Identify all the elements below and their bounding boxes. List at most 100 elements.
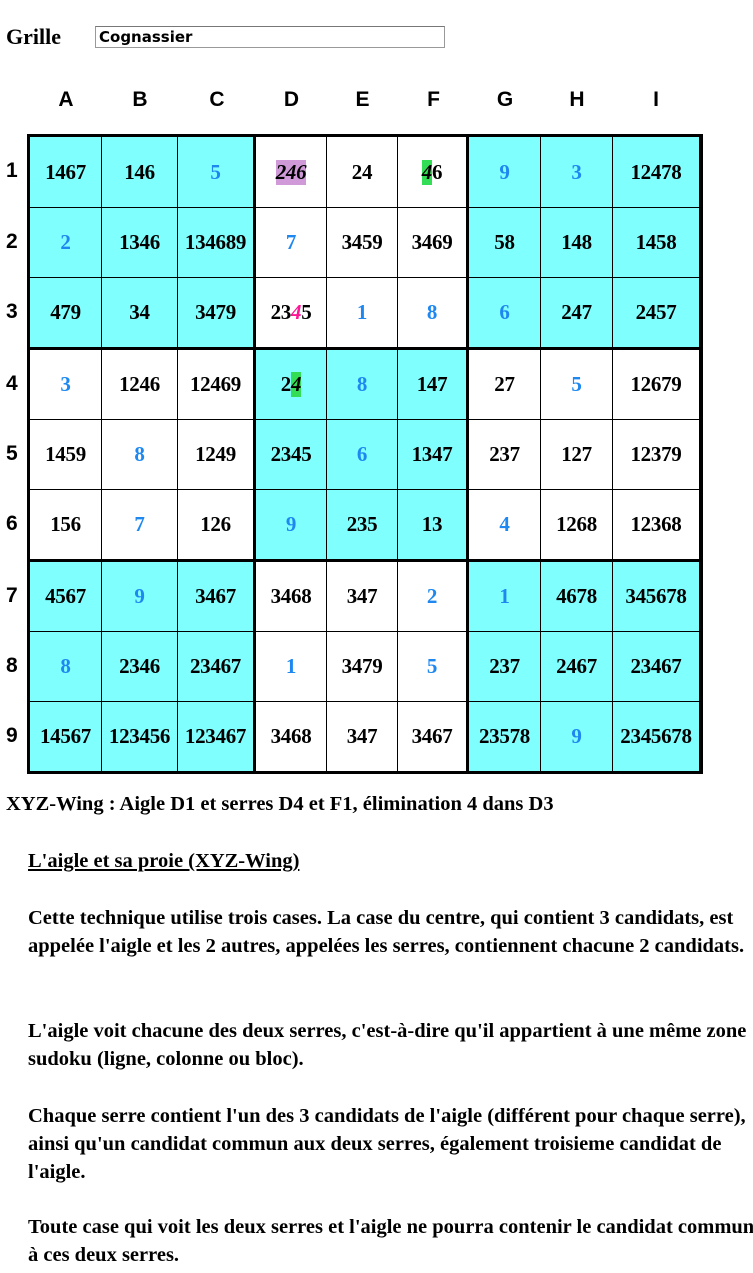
cell-E1[interactable]: 24 [327, 137, 397, 207]
cell-I5[interactable]: 12379 [613, 420, 699, 489]
cell-A3[interactable]: 479 [30, 278, 101, 347]
cell-E6[interactable]: 235 [327, 490, 397, 559]
explanation-paragraph: L'aigle voit chacune des deux serres, c'… [28, 1020, 747, 1070]
explanation-paragraph: Toute case qui voit les deux serres et l… [28, 1216, 753, 1266]
cell-H3[interactable]: 247 [541, 278, 612, 347]
grid-name-input[interactable] [95, 26, 445, 48]
column-header-D: D [283, 88, 300, 111]
cell-B2[interactable]: 1346 [102, 208, 177, 277]
cell-F4[interactable]: 147 [398, 350, 466, 419]
cell-I3[interactable]: 2457 [613, 278, 699, 347]
row-header-8: 8 [6, 654, 18, 677]
cell-E7[interactable]: 347 [327, 562, 397, 631]
cell-D1[interactable]: 246 [256, 137, 326, 207]
cell-A5[interactable]: 1459 [30, 420, 101, 489]
explanation-paragraph: Chaque serre contient l'un des 3 candida… [28, 1105, 746, 1183]
column-header-A: A [58, 88, 74, 111]
cell-E3[interactable]: 1 [327, 278, 397, 347]
cell-I6[interactable]: 12368 [613, 490, 699, 559]
cell-H2[interactable]: 148 [541, 208, 612, 277]
row-header-5: 5 [6, 442, 18, 465]
cell-H8[interactable]: 2467 [541, 632, 612, 701]
explanation-title: L'aigle et sa proie (XYZ-Wing) [28, 850, 300, 872]
cell-H1[interactable]: 3 [541, 137, 612, 207]
cell-D3[interactable]: 23 4 5 [256, 278, 326, 347]
cell-C5[interactable]: 1249 [178, 420, 253, 489]
cell-I4[interactable]: 12679 [613, 350, 699, 419]
cell-E2[interactable]: 3459 [327, 208, 397, 277]
cell-I1[interactable]: 12478 [613, 137, 699, 207]
cell-F3[interactable]: 8 [398, 278, 466, 347]
cell-F9[interactable]: 3467 [398, 702, 466, 771]
cell-B1[interactable]: 146 [102, 137, 177, 207]
cell-B9[interactable]: 123456 [102, 702, 177, 771]
cell-A9[interactable]: 14567 [30, 702, 101, 771]
cell-E9[interactable]: 347 [327, 702, 397, 771]
row-header-2: 2 [6, 230, 18, 253]
cell-D7[interactable]: 3468 [256, 562, 326, 631]
cell-F2[interactable]: 3469 [398, 208, 466, 277]
cell-B5[interactable]: 8 [102, 420, 177, 489]
cell-B8[interactable]: 2346 [102, 632, 177, 701]
cell-G9[interactable]: 23578 [469, 702, 540, 771]
highlight-aigle: 246 [275, 159, 307, 185]
candidate-digits: 2 [280, 372, 292, 396]
cell-H7[interactable]: 4678 [541, 562, 612, 631]
grid-label: Grille [6, 24, 61, 49]
cell-B3[interactable]: 34 [102, 278, 177, 347]
cell-C7[interactable]: 3467 [178, 562, 253, 631]
cell-H5[interactable]: 127 [541, 420, 612, 489]
cell-C6[interactable]: 126 [178, 490, 253, 559]
cell-D6[interactable]: 9 [256, 490, 326, 559]
highlight-elimination: 4 [291, 300, 302, 324]
cell-G6[interactable]: 4 [469, 490, 540, 559]
sudoku-grid: 1467 146 5 246 24 4 6 9 3 12478 2 1346 134689 7 3459 34… [27, 134, 703, 774]
cell-G1[interactable]: 9 [469, 137, 540, 207]
cell-C4[interactable]: 12469 [178, 350, 253, 419]
cell-H4[interactable]: 5 [541, 350, 612, 419]
cell-H6[interactable]: 1268 [541, 490, 612, 559]
cell-I9[interactable]: 2345678 [613, 702, 699, 771]
cell-D5[interactable]: 2345 [256, 420, 326, 489]
cell-G5[interactable]: 237 [469, 420, 540, 489]
cell-H9[interactable]: 9 [541, 702, 612, 771]
cell-I2[interactable]: 1458 [613, 208, 699, 277]
cell-C2[interactable]: 134689 [178, 208, 253, 277]
cell-F5[interactable]: 1347 [398, 420, 466, 489]
cell-E4[interactable]: 8 [327, 350, 397, 419]
cell-F8[interactable]: 5 [398, 632, 466, 701]
technique-message: XYZ-Wing : Aigle D1 et serres D4 et F1, … [6, 793, 554, 815]
cell-A2[interactable]: 2 [30, 208, 101, 277]
cell-A7[interactable]: 4567 [30, 562, 101, 631]
row-header-9: 9 [6, 724, 18, 747]
cell-B4[interactable]: 1246 [102, 350, 177, 419]
cell-D8[interactable]: 1 [256, 632, 326, 701]
cell-C8[interactable]: 23467 [178, 632, 253, 701]
cell-C3[interactable]: 3479 [178, 278, 253, 347]
cell-G2[interactable]: 58 [469, 208, 540, 277]
cell-A6[interactable]: 156 [30, 490, 101, 559]
cell-D9[interactable]: 3468 [256, 702, 326, 771]
cell-C9[interactable]: 123467 [178, 702, 253, 771]
cell-A8[interactable]: 8 [30, 632, 101, 701]
cell-D2[interactable]: 7 [256, 208, 326, 277]
cell-E8[interactable]: 3479 [327, 632, 397, 701]
cell-A1[interactable]: 1467 [30, 137, 101, 207]
cell-B7[interactable]: 9 [102, 562, 177, 631]
cell-G8[interactable]: 237 [469, 632, 540, 701]
cell-G7[interactable]: 1 [469, 562, 540, 631]
cell-B6[interactable]: 7 [102, 490, 177, 559]
cell-E5[interactable]: 6 [327, 420, 397, 489]
cell-C1[interactable]: 5 [178, 137, 253, 207]
cell-F7[interactable]: 2 [398, 562, 466, 631]
cell-G3[interactable]: 6 [469, 278, 540, 347]
cell-I8[interactable]: 23467 [613, 632, 699, 701]
cell-G4[interactable]: 27 [469, 350, 540, 419]
cell-I7[interactable]: 345678 [613, 562, 699, 631]
highlight-serre: 4 [291, 372, 302, 397]
candidate-digits: 5 [301, 300, 312, 324]
cell-F6[interactable]: 13 [398, 490, 466, 559]
cell-A4[interactable]: 3 [30, 350, 101, 419]
